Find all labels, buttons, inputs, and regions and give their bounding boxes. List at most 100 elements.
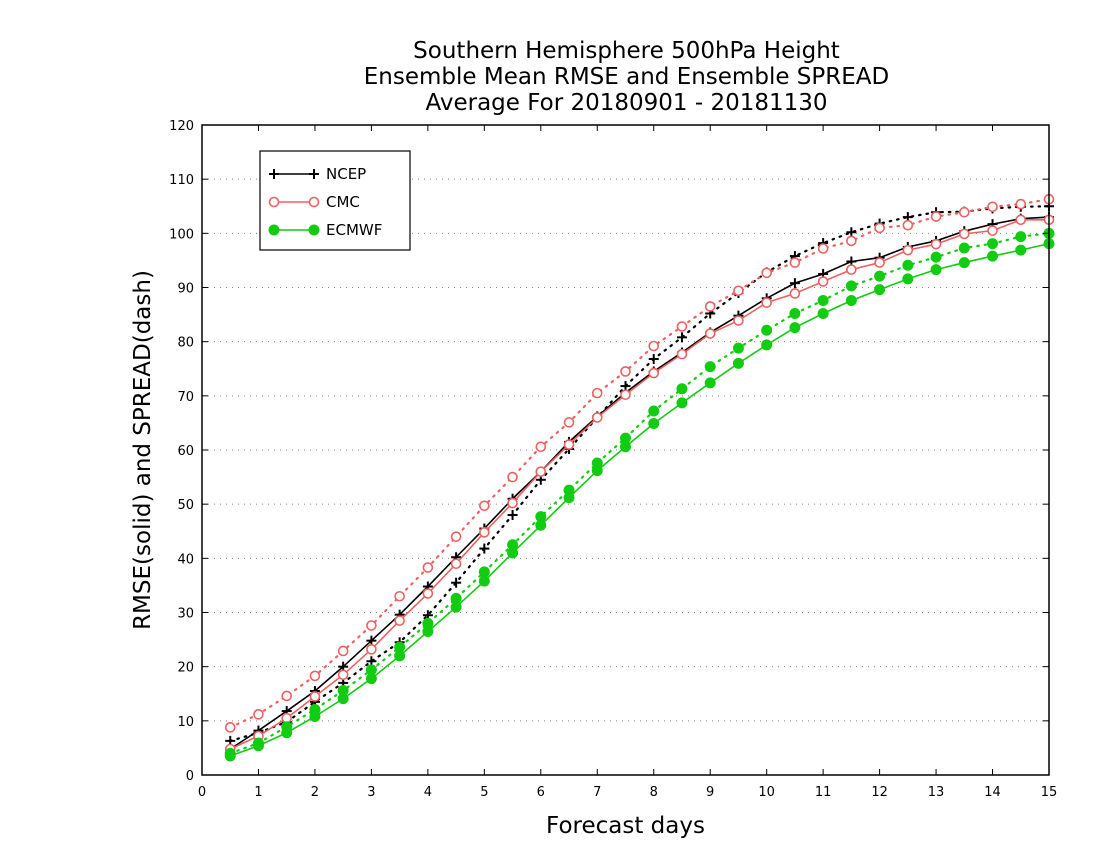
series-cmc-spread-point <box>253 709 264 720</box>
series-ecmwf-spread-point <box>902 259 914 271</box>
series-ecmwf-rmse-point <box>450 601 462 613</box>
series-ecmwf <box>224 227 1055 762</box>
legend-item-cmc: CMC <box>268 193 360 211</box>
series-ecmwf-spread-point <box>704 361 716 373</box>
series-cmc-rmse-point <box>761 297 772 308</box>
legend-item-ecmwf: ECMWF <box>268 221 382 239</box>
series-layer <box>224 193 1055 762</box>
y-tick-label: 20 <box>177 661 194 676</box>
series-ncep-rmse-line <box>229 216 1050 750</box>
series-ecmwf-spread-point <box>648 405 660 417</box>
series-cmc-spread-point <box>366 620 377 631</box>
y-tick-label: 120 <box>169 119 194 134</box>
x-tick-label: 3 <box>367 785 375 800</box>
series-cmc-rmse-point <box>1015 214 1027 226</box>
chart-title-line-3: Average For 20180901 - 20181130 <box>425 90 827 116</box>
series-ncep-spread-point <box>507 510 518 520</box>
series-cmc-spread-line <box>229 198 1051 729</box>
series-ecmwf-rmse-point <box>281 727 293 739</box>
series-cmc-spread-point <box>394 590 405 602</box>
legend-item-ncep: NCEP <box>269 165 366 183</box>
legend-label-ncep: NCEP <box>326 165 366 183</box>
series-ecmwf-rmse-point <box>704 377 716 389</box>
series-cmc-spread-point <box>930 211 942 222</box>
series-cmc-spread-point <box>479 500 490 512</box>
series-ncep <box>225 201 1054 754</box>
series-cmc-rmse-point <box>987 225 998 236</box>
series-cmc-spread-point <box>704 301 716 312</box>
series-ncep-rmse-point <box>789 278 800 289</box>
series-ecmwf-rmse-point <box>620 441 631 453</box>
series-ecmwf-rmse-point <box>422 625 434 637</box>
series-cmc-spread-point <box>563 417 575 428</box>
y-tick-label: 110 <box>169 173 194 188</box>
x-tick-label: 7 <box>593 785 601 800</box>
y-tick-label: 50 <box>177 498 194 513</box>
series-cmc-spread-point <box>535 441 547 453</box>
series-ecmwf-spread-point <box>930 251 942 263</box>
series-cmc-spread-point <box>987 201 998 213</box>
series-cmc-rmse-point <box>817 276 829 287</box>
series-cmc-rmse-point <box>422 588 434 599</box>
y-tick-label: 70 <box>177 390 194 405</box>
series-ncep-spread-point <box>676 332 687 343</box>
series-cmc-rmse-point <box>591 412 603 423</box>
y-tick-label: 80 <box>177 336 194 351</box>
series-ecmwf-rmse-line <box>229 242 1050 757</box>
series-cmc-spread-point <box>733 285 744 297</box>
series-cmc-spread-point <box>676 321 688 332</box>
series-ncep-spread-point <box>451 577 462 588</box>
series-ecmwf-spread-point <box>676 383 688 395</box>
legend-label-cmc: CMC <box>326 193 360 211</box>
series-cmc-rmse-line <box>229 218 1049 750</box>
series-ecmwf-spread-point <box>987 238 999 250</box>
series-ecmwf-spread-line <box>229 232 1051 755</box>
series-cmc-rmse-point <box>450 558 462 570</box>
series-ecmwf-rmse-point <box>535 519 547 531</box>
series-ecmwf-spread-point <box>874 270 886 282</box>
series-cmc-rmse-point <box>479 527 490 538</box>
series-ecmwf-rmse-point <box>789 322 801 334</box>
y-tick-label: 10 <box>177 715 194 730</box>
series-cmc-rmse-point <box>846 264 857 275</box>
series-cmc-rmse-point <box>789 288 801 299</box>
legend-swatch-marker <box>308 196 320 208</box>
legend-swatch-marker <box>268 224 280 236</box>
y-tick-label: 30 <box>177 607 194 622</box>
series-ecmwf-rmse-point <box>1015 244 1027 256</box>
series-ecmwf-rmse-point <box>337 693 349 705</box>
series-ecmwf-rmse-point <box>761 339 773 351</box>
series-ecmwf-spread-point <box>817 295 829 306</box>
series-cmc-spread-point <box>309 670 321 682</box>
y-axis-label: RMSE(solid) and SPREAD(dash) <box>130 270 156 630</box>
x-tick-label: 8 <box>650 785 658 800</box>
series-ecmwf-spread-point <box>1015 231 1027 243</box>
series-cmc-rmse-point <box>563 439 575 450</box>
series-cmc-spread-point <box>450 531 462 542</box>
series-ecmwf-rmse-point <box>224 750 236 762</box>
series-ecmwf-rmse-point <box>845 295 857 306</box>
y-tick-label: 0 <box>186 769 194 784</box>
series-cmc-spread-point <box>874 222 885 234</box>
series-ecmwf-spread-point <box>789 308 801 319</box>
series-ncep-rmse-point <box>366 635 377 646</box>
series-cmc-rmse-point <box>958 228 970 240</box>
x-tick-label: 6 <box>537 785 545 800</box>
series-cmc-rmse-point <box>394 615 405 626</box>
chart-title-line-1: Southern Hemisphere 500hPa Height <box>413 38 840 64</box>
series-ecmwf-rmse-point <box>478 575 490 587</box>
legend-swatch-marker <box>269 169 279 179</box>
series-cmc-rmse-point <box>281 712 293 724</box>
x-tick-label: 13 <box>928 785 945 800</box>
y-tick-label: 100 <box>169 227 194 242</box>
x-tick-label: 14 <box>984 785 1001 800</box>
series-ncep-spread-point <box>846 227 857 238</box>
series-cmc-rmse-point <box>507 497 518 509</box>
series-ncep-spread-point <box>648 354 659 364</box>
series-cmc-spread-point <box>789 257 801 268</box>
series-cmc-spread-point <box>337 645 349 657</box>
series-cmc-spread-point <box>648 340 660 352</box>
y-tick-label: 60 <box>177 444 194 459</box>
x-tick-label: 1 <box>254 785 262 800</box>
